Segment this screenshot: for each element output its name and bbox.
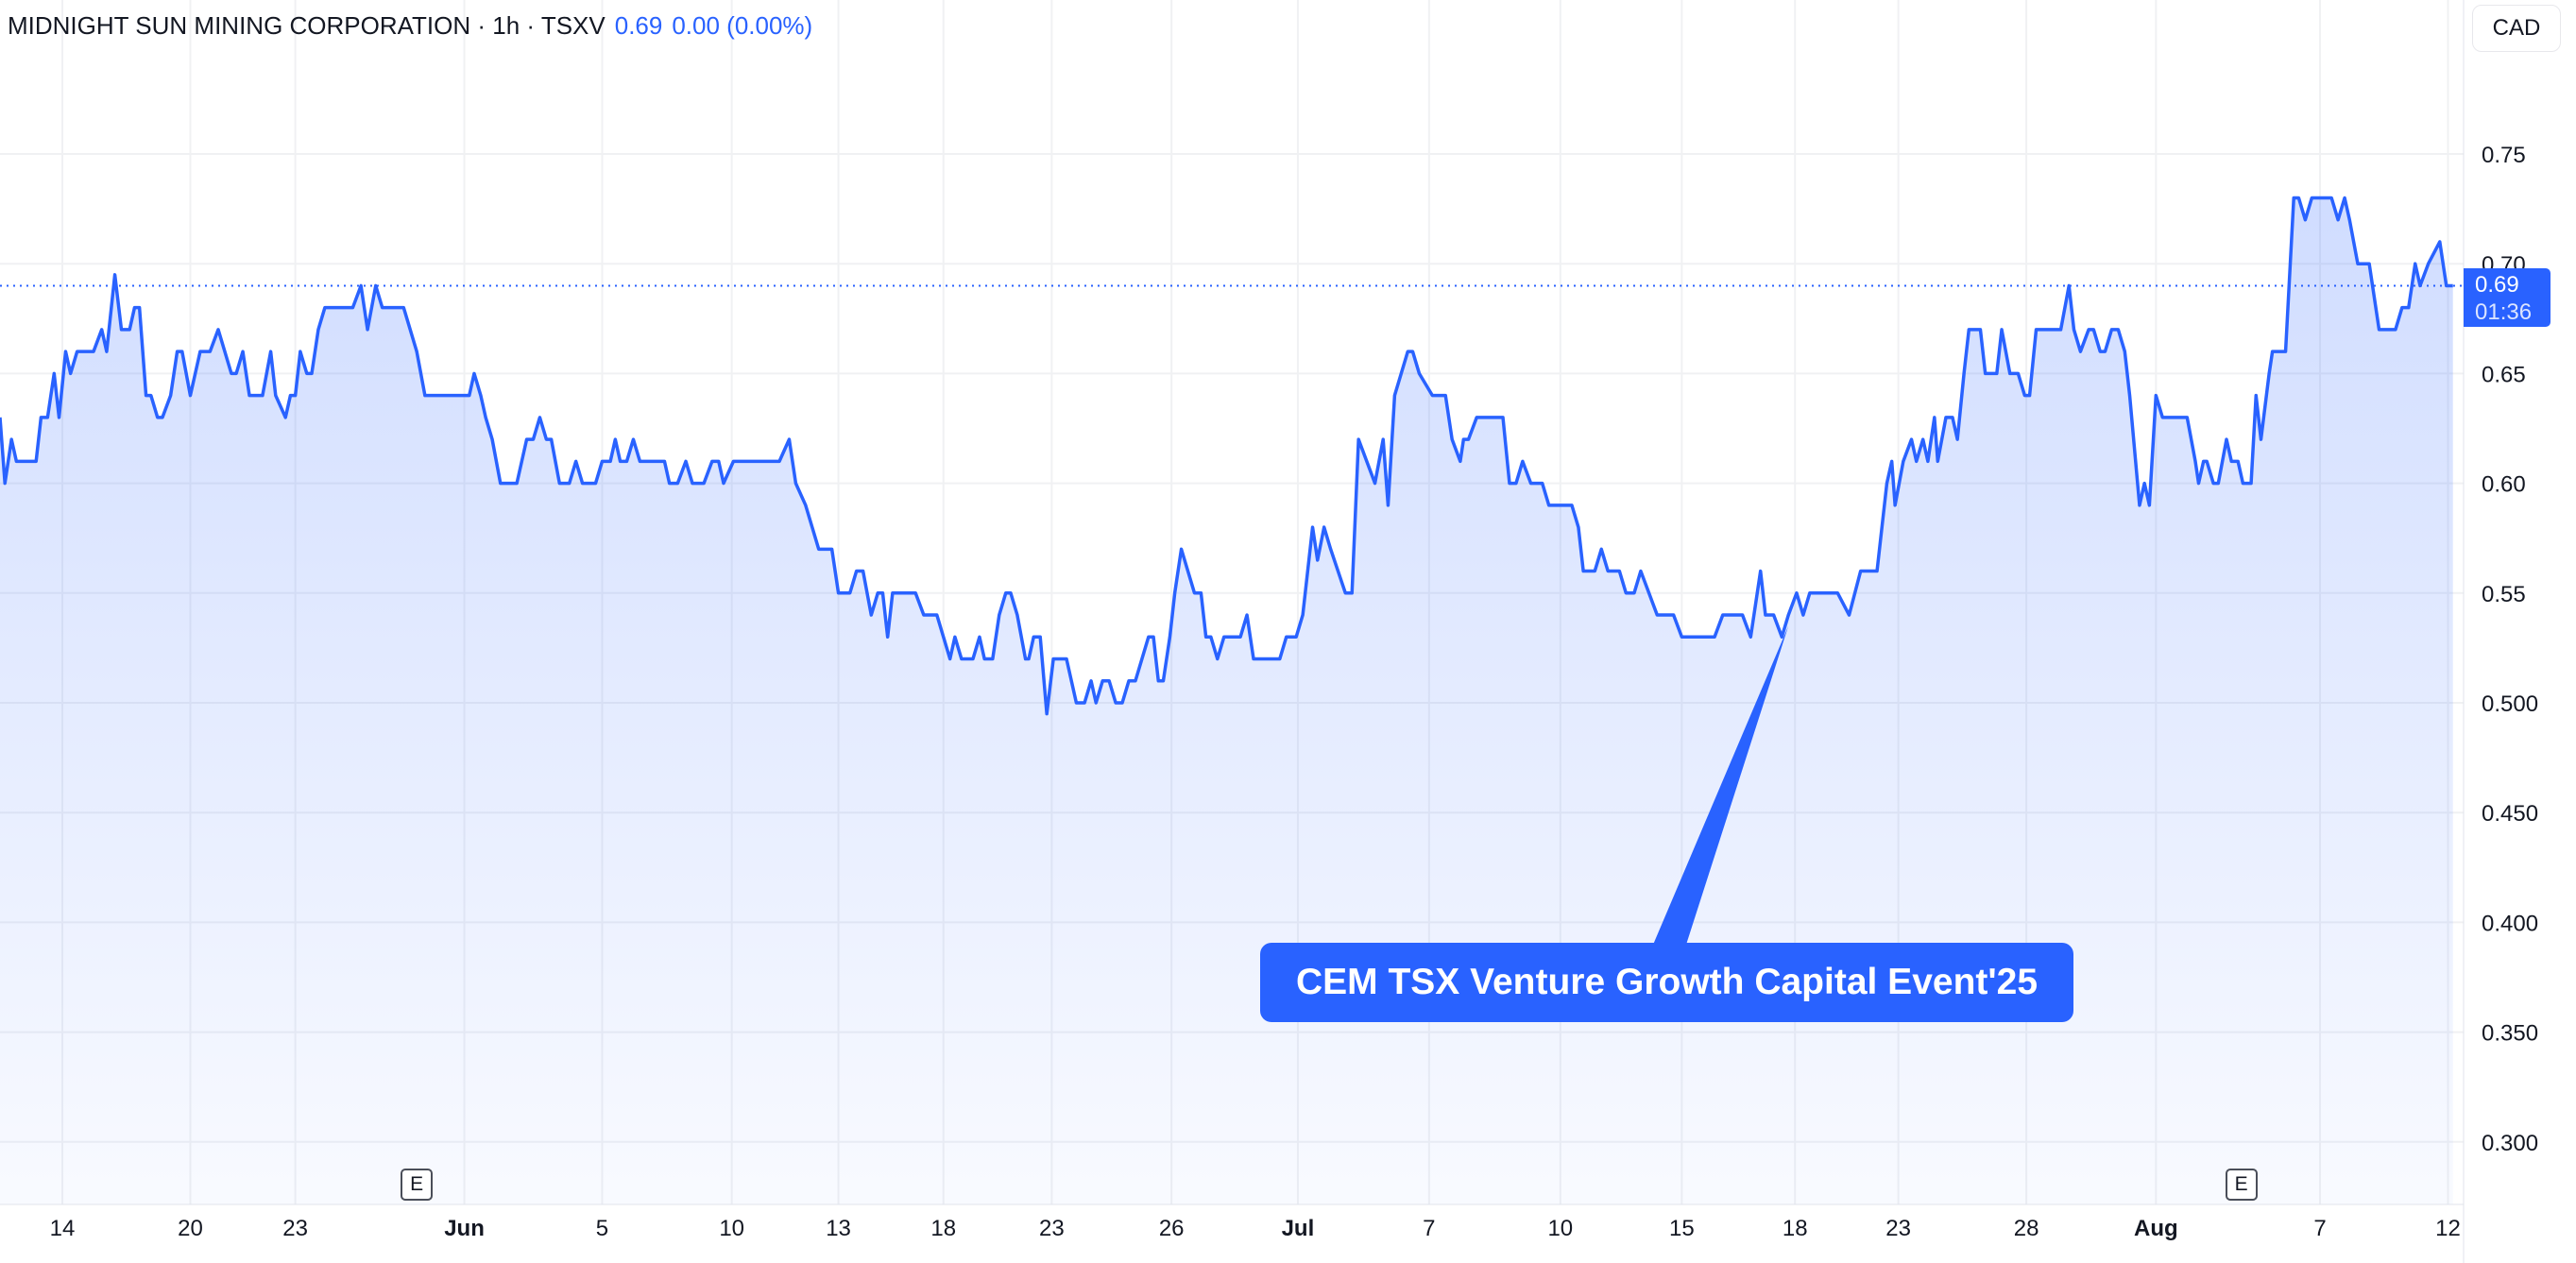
price-line [0, 196, 2453, 716]
current-price-label: 0.69 01:36 [2464, 268, 2550, 327]
x-tick-label: 23 [1039, 1216, 1065, 1241]
last-price: 0.69 [614, 11, 663, 40]
x-tick-label: 26 [1159, 1216, 1185, 1241]
x-tick-label: 20 [178, 1216, 203, 1241]
symbol-header: MIDNIGHT SUN MINING CORPORATION · 1h · T… [8, 11, 812, 41]
x-tick-label: Aug [2134, 1216, 2178, 1241]
y-tick-label: 0.500 [2482, 691, 2538, 717]
current-price-value: 0.69 [2475, 272, 2519, 298]
x-tick-label: 23 [1885, 1216, 1911, 1241]
y-tick-label: 0.400 [2482, 911, 2538, 936]
event-annotation[interactable]: CEM TSX Venture Growth Capital Event'25 [1260, 943, 2073, 1022]
y-tick-label: 0.60 [2482, 472, 2526, 498]
y-tick-label: 0.350 [2482, 1021, 2538, 1047]
price-change: 0.00 (0.00%) [672, 11, 813, 40]
y-tick-label: 0.300 [2482, 1131, 2538, 1156]
x-tick-label: 18 [930, 1216, 956, 1241]
x-tick-label: 10 [1547, 1216, 1573, 1241]
x-tick-label: 12 [2435, 1216, 2461, 1241]
x-tick-label: 7 [2313, 1216, 2326, 1241]
x-tick-label: 10 [719, 1216, 744, 1241]
x-tick-label: 15 [1669, 1216, 1695, 1241]
x-tick-label: 14 [50, 1216, 76, 1241]
x-tick-label: 13 [826, 1216, 851, 1241]
price-area-fill [0, 197, 2453, 1205]
x-tick-label: 23 [282, 1216, 308, 1241]
earnings-marker[interactable]: E [2225, 1169, 2258, 1201]
x-tick-label: 18 [1783, 1216, 1808, 1241]
bar-countdown: 01:36 [2475, 299, 2533, 325]
x-tick-label: 5 [596, 1216, 608, 1241]
y-tick-label: 0.65 [2482, 362, 2526, 387]
currency-button[interactable]: CAD [2472, 5, 2561, 52]
y-tick-label: 0.450 [2482, 801, 2538, 827]
x-tick-label: Jul [1282, 1216, 1315, 1241]
x-tick-label: 7 [1423, 1216, 1435, 1241]
x-tick-label: 28 [2014, 1216, 2039, 1241]
y-tick-label: 0.55 [2482, 582, 2526, 607]
earnings-marker[interactable]: E [401, 1169, 434, 1201]
annotation-pointer [1653, 625, 1789, 945]
y-tick-label: 0.75 [2482, 143, 2526, 168]
x-axis[interactable]: 14 20 23 Jun 5 10 13 18 23 26 Jul 7 10 15 18 23 28 Aug 7 12 [50, 1216, 2461, 1241]
x-tick-label: Jun [444, 1216, 485, 1241]
symbol-title: MIDNIGHT SUN MINING CORPORATION · 1h · T… [8, 11, 606, 40]
